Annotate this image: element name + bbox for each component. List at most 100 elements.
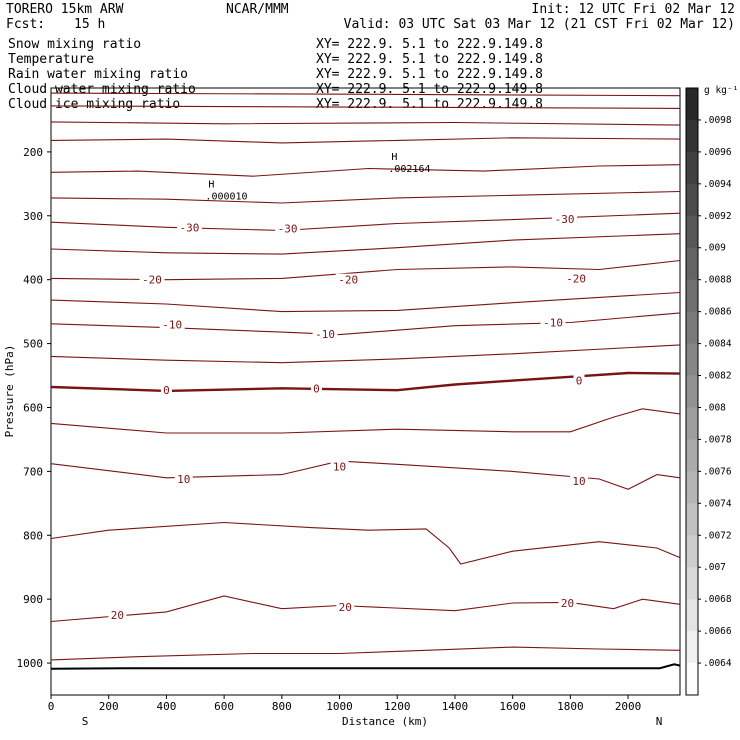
isotherm-label: -20 — [338, 274, 358, 287]
x-tick-label: 0 — [48, 700, 55, 713]
isotherm-label-bg — [159, 318, 185, 331]
colorbar-band — [686, 599, 698, 632]
colorbar-tick-label: .0076 — [703, 466, 732, 477]
colorbar-band — [686, 311, 698, 345]
isotherm-label-bg — [108, 609, 127, 622]
y-tick-label: 500 — [23, 338, 43, 351]
isotherm-m5 — [50, 344, 681, 364]
max-marker: H — [391, 152, 397, 163]
y-tick-label: 400 — [23, 274, 43, 287]
isotherm-label-bg — [552, 212, 578, 225]
isotherm-label: 20 — [561, 597, 574, 610]
x-tick-label: 1800 — [557, 700, 584, 713]
init-time: Init: 12 UTC Fri 02 Mar 12 — [532, 2, 736, 17]
max-marker: H — [208, 179, 214, 190]
isotherm-label-bg — [335, 273, 361, 286]
forecast-hour: 15 h — [74, 17, 105, 32]
colorbar-band — [686, 375, 698, 408]
y-tick-label: 900 — [23, 593, 43, 606]
x-tick-label: 400 — [156, 700, 176, 713]
isotherm-label-bg — [176, 221, 202, 234]
colorbar-band — [686, 663, 698, 696]
x-axis: 0 200 400 600 800 1000 1200 1400 1600 1800 2000 — [48, 695, 641, 713]
isotherm-20 — [50, 595, 681, 623]
valid-time: Valid: 03 UTC Sat 03 Mar 12 (21 CST Fri … — [344, 17, 735, 32]
colorbar-band — [686, 471, 698, 504]
ground-surface — [50, 663, 681, 670]
isotherm-label-bg — [573, 374, 585, 387]
isotherm-m15 — [50, 291, 681, 313]
isotherm-label-bg — [563, 272, 589, 285]
isotherm-m35 — [50, 190, 681, 204]
isotherm-m45 — [50, 137, 681, 144]
isotherm-label-bg — [336, 600, 355, 613]
isotherm-label: 0 — [163, 384, 170, 397]
isotherm-label: -10 — [162, 318, 182, 331]
isotherm-label: -30 — [555, 213, 575, 226]
x-end-label-north: N — [656, 715, 663, 728]
forecast-label: Fcst: — [6, 17, 45, 32]
isotherm-label: 10 — [177, 473, 190, 486]
org-label: NCAR/MMM — [226, 2, 289, 17]
isotherm-label: -10 — [543, 316, 563, 329]
colorbar-tick-label: .0098 — [703, 115, 732, 126]
isotherm-label: -20 — [142, 274, 162, 287]
colorbar-tick-label: .0086 — [703, 307, 732, 318]
isotherm-label: 0 — [576, 375, 583, 388]
colorbar-tick-label: .0078 — [703, 434, 732, 445]
isotherm-label: -30 — [180, 221, 200, 234]
isotherm-25 — [50, 646, 681, 661]
x-tick-label: 1000 — [326, 700, 353, 713]
isotherm-lines — [50, 92, 681, 661]
field-xy-rain: XY= 222.9. 5.1 to 222.9.149.8 — [316, 67, 543, 82]
colorbar: .0098 .0096 .0094 .0092 .009 .0088 .0086 .0084.… — [685, 87, 732, 696]
colorbar-tick-label: .008 — [703, 402, 726, 413]
colorbar-tick-label: .0096 — [703, 147, 732, 158]
isotherm-5 — [50, 408, 681, 434]
isotherm-labels: -30 -30 -30 -20 -20 -20 -10 -10 -10 0 0 0 10 10 10 20 20… — [108, 212, 589, 622]
colorbar-tick-label: .007 — [703, 562, 726, 573]
isotherm-m55 — [50, 105, 681, 109]
colorbar-units: g kg⁻¹ — [704, 85, 738, 96]
field-xy-cloud-water: XY= 222.9. 5.1 to 222.9.149.8 — [316, 82, 543, 97]
isotherm-m40 — [50, 164, 681, 177]
isotherm-label-bg — [558, 596, 577, 609]
colorbar-band — [686, 119, 698, 153]
y-tick-label: 200 — [23, 146, 43, 159]
field-name-cloud-ice: Cloud ice mixing ratio — [8, 97, 180, 112]
y-axis-label: Pressure (hPa) — [3, 345, 16, 438]
plot-frame — [50, 87, 681, 696]
y-tick-label: 800 — [23, 529, 43, 542]
x-tick-label: 800 — [272, 700, 292, 713]
x-tick-label: 200 — [99, 700, 119, 713]
colorbar-tick-label: .0088 — [703, 275, 732, 286]
isotherm-label: 10 — [572, 475, 585, 488]
colorbar-band — [686, 343, 698, 377]
isotherm-m60 — [50, 92, 681, 97]
field-legend: Snow mixing ratio XY= 222.9. 5.1 to 222.… — [8, 37, 543, 112]
colorbar-tick-label: .0092 — [703, 211, 732, 222]
colorbar-tick-label: .0094 — [703, 179, 732, 190]
isotherm-0 — [50, 371, 681, 393]
colorbar-tick-label: .0068 — [703, 594, 732, 605]
colorbar-band — [686, 183, 698, 217]
isotherm-label-bg — [330, 460, 349, 473]
field-xy-cloud-ice: XY= 222.9. 5.1 to 222.9.149.8 — [316, 97, 543, 112]
isotherm-label: 10 — [333, 460, 346, 473]
isotherm-label-bg — [275, 222, 301, 235]
x-tick-label: 600 — [214, 700, 234, 713]
isotherm-label: -10 — [315, 328, 335, 341]
colorbar-band — [686, 88, 698, 121]
isotherm-label: 20 — [111, 609, 124, 622]
colorbar-tick-label: .009 — [703, 243, 726, 254]
max-value: .000010 — [205, 191, 247, 202]
y-tick-label: 700 — [23, 465, 43, 478]
isotherm-label-bg — [310, 382, 322, 395]
isotherm-label-bg — [570, 474, 589, 487]
colorbar-band — [686, 407, 698, 440]
isotherm-m50 — [50, 121, 681, 126]
y-axis: 200 300 400 500 600 700 800 900 1000 — [17, 146, 51, 670]
isotherm-label-bg — [139, 273, 165, 286]
